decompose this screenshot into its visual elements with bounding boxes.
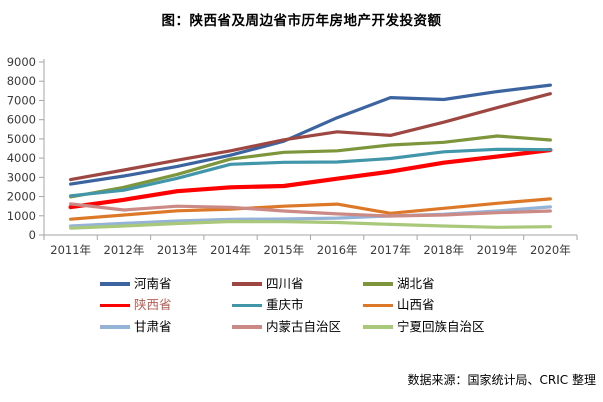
legend-swatch-chongqing (232, 303, 262, 307)
legend-item-shanxi: 山西省 (363, 297, 485, 312)
series-line-sichuan (69, 92, 552, 182)
y-tick-label: 2000 (7, 190, 36, 204)
legend-label-gansu: 甘肃省 (134, 318, 172, 334)
legend-swatch-hubei (363, 282, 393, 286)
y-tick-label: 7000 (7, 93, 36, 107)
legend-label-neimenggu: 内蒙古自治区 (266, 318, 342, 334)
legend-swatch-sichuan (232, 282, 262, 286)
series-line-shaanxi (68, 147, 553, 210)
legend-item-neimenggu: 内蒙古自治区 (232, 318, 363, 334)
legend-swatch-shaanxi (100, 303, 130, 307)
legend-swatch-neimenggu (232, 325, 262, 329)
x-tick-label: 2012年 (104, 243, 145, 257)
legend-item-chongqing: 重庆市 (232, 297, 363, 312)
x-tick-label: 2013年 (157, 243, 198, 257)
y-tick-label: 9000 (7, 55, 36, 69)
legend-item-henan: 河南省 (100, 275, 232, 291)
legend-label-ningxia: 宁夏回族自治区 (397, 318, 485, 334)
x-tick-label: 2014年 (210, 243, 251, 257)
series-line-henan (69, 83, 552, 186)
legend-item-sichuan: 四川省 (232, 275, 363, 291)
investment-line-chart: 0 1000 2000 3000 4000 5000 6000 7000 8000 9000 201… (7, 55, 578, 257)
x-tick-label: 2016年 (317, 243, 358, 257)
x-tick-label: 2015年 (263, 243, 304, 257)
legend-label-shanxi: 山西省 (397, 297, 435, 312)
legend-item-ningxia: 宁夏回族自治区 (363, 318, 485, 334)
chart-legend: 河南省 四川省 湖北省 陕西省 重庆市 山西省 甘肃省 内蒙古自治区 (100, 273, 485, 338)
y-tick-label: 5000 (7, 132, 36, 146)
legend-label-shaanxi: 陕西省 (134, 297, 172, 312)
series-line-chongqing (69, 147, 552, 198)
legend-item-shaanxi: 陕西省 (100, 297, 232, 312)
y-tick-label: 0 (29, 228, 36, 242)
legend-item-gansu: 甘肃省 (100, 318, 232, 334)
legend-label-sichuan: 四川省 (266, 275, 304, 291)
legend-swatch-ningxia (363, 325, 393, 329)
x-tick-label: 2020年 (530, 243, 571, 257)
series-line-hubei (69, 134, 552, 199)
y-tick-label: 1000 (7, 209, 36, 223)
legend-swatch-gansu (100, 325, 130, 329)
x-tick-label: 2019年 (477, 243, 518, 257)
y-tick-label: 4000 (7, 151, 36, 165)
legend-label-hubei: 湖北省 (397, 275, 435, 291)
legend-label-chongqing: 重庆市 (266, 297, 304, 312)
x-tick-label: 2018年 (423, 243, 464, 257)
y-tick-label: 8000 (7, 74, 36, 88)
x-tick-label: 2017年 (370, 243, 411, 257)
chart-title: 图：陕西省及周边省市历年房地产开发投资额 (161, 13, 442, 29)
y-tick-label: 6000 (7, 113, 36, 127)
y-tick-label: 3000 (7, 170, 36, 184)
legend-swatch-shanxi (363, 303, 393, 307)
legend-swatch-henan (100, 282, 130, 286)
x-tick-label: 2011年 (50, 243, 91, 257)
legend-label-henan: 河南省 (134, 275, 172, 291)
source-note: 数据来源：国家统计局、CRIC 整理 (407, 373, 596, 387)
series-line-ningxia (69, 219, 552, 230)
legend-item-hubei: 湖北省 (363, 275, 485, 291)
series-line-neimenggu (69, 202, 552, 218)
series-line-shanxi (69, 197, 552, 221)
